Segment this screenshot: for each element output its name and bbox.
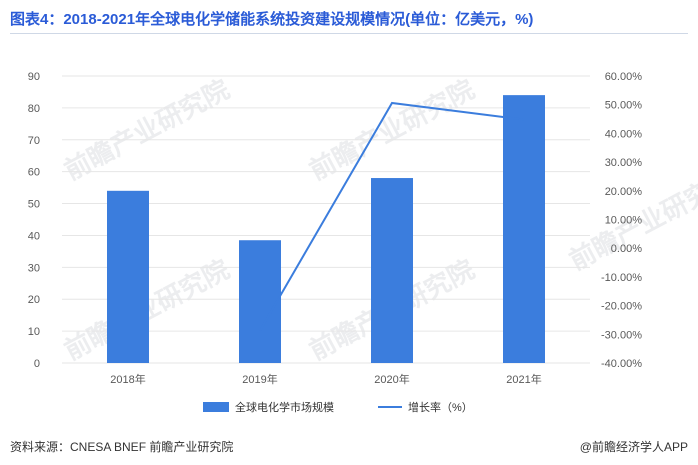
bar — [239, 240, 281, 363]
y2-tick-label: -30.00% — [601, 329, 642, 341]
y-tick-label: 50 — [28, 199, 40, 211]
legend-swatch-bar — [203, 402, 229, 412]
y-tick-label: 90 — [28, 71, 40, 83]
bar — [107, 190, 149, 363]
growth-rate-line — [259, 101, 525, 332]
legend-label-line: 增长率（%） — [408, 400, 473, 414]
x-tick-label: 2019年 — [242, 372, 277, 386]
bar — [371, 178, 413, 363]
brand-credit: @前瞻经济学人APP — [579, 440, 688, 454]
y2-tick-label: 30.00% — [605, 157, 643, 169]
title-divider — [10, 33, 688, 34]
y2-tick-label: 10.00% — [605, 215, 643, 227]
y-tick-label: 0 — [34, 358, 40, 370]
y2-tick-label: -10.00% — [601, 272, 642, 284]
y2-tick-label: -40.00% — [601, 358, 642, 370]
y2-tick-label: 20.00% — [605, 186, 643, 198]
x-tick-label: 2020年 — [374, 372, 409, 386]
y2-tick-label: 50.00% — [605, 100, 643, 112]
y-tick-label: 20 — [28, 294, 40, 306]
y2-tick-label: -20.00% — [601, 301, 642, 313]
source-note: 资料来源：CNESA BNEF 前瞻产业研究院 — [10, 440, 234, 454]
legend-label-bar: 全球电化学市场规模 — [235, 400, 334, 414]
y2-tick-label: 60.00% — [605, 71, 643, 83]
y-tick-label: 70 — [28, 135, 40, 147]
y-tick-label: 80 — [28, 103, 40, 115]
bar — [503, 95, 545, 363]
x-tick-label: 2021年 — [506, 372, 541, 386]
y-tick-label: 60 — [28, 167, 40, 179]
y-tick-label: 40 — [28, 230, 40, 242]
y-tick-label: 30 — [28, 262, 40, 274]
y-tick-label: 10 — [28, 326, 40, 338]
x-tick-label: 2018年 — [110, 372, 145, 386]
chart-title: 图表4：2018-2021年全球电化学储能系统投资建设规模情况(单位：亿美元，%… — [10, 11, 534, 28]
y2-tick-label: 0.00% — [611, 243, 642, 255]
y2-tick-label: 40.00% — [605, 128, 643, 140]
